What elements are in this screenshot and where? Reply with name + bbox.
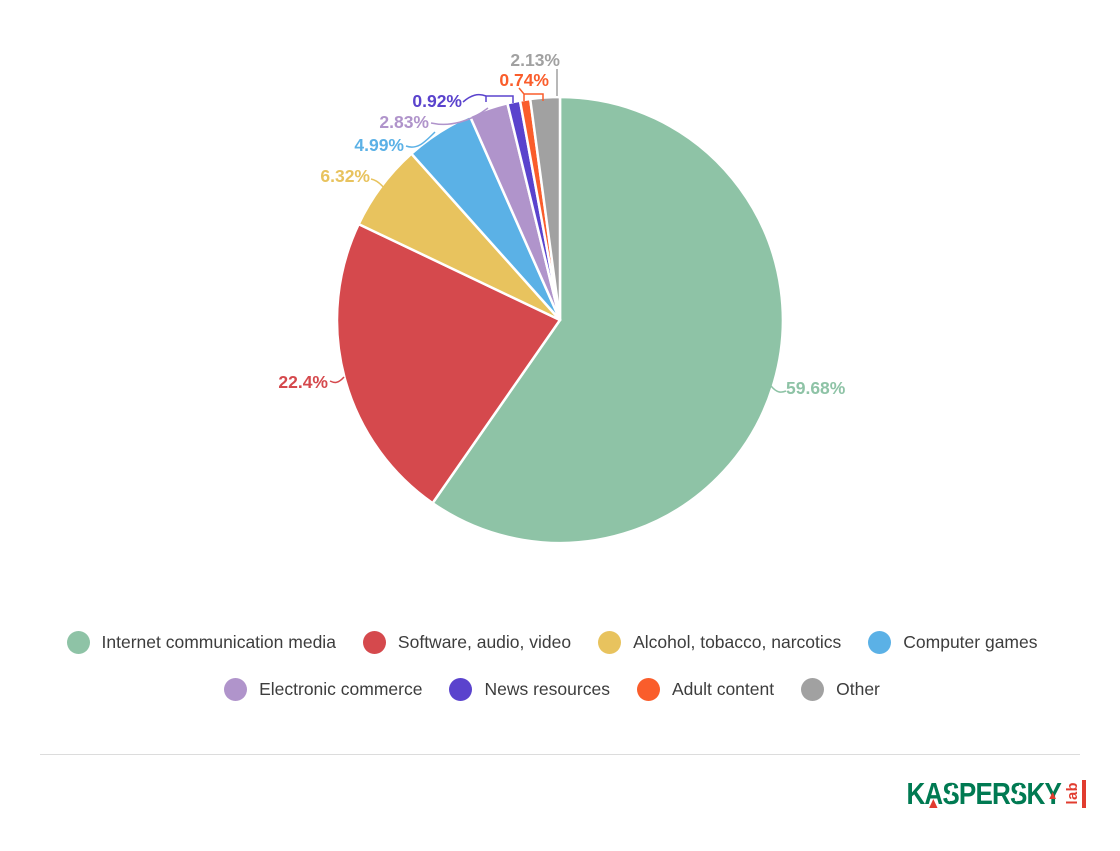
brand-letter: Y (1043, 776, 1061, 811)
legend-item-internet-communication-media[interactable]: Internet communication media (66, 630, 336, 654)
legend-item-other[interactable]: Other (801, 677, 880, 701)
pie-slice-other[interactable] (528, 95, 562, 322)
legend-label: News resources (484, 679, 610, 699)
legend-label: Software, audio, video (397, 632, 572, 652)
legend-label: Alcohol, tobacco, narcotics (633, 632, 842, 652)
pie-percent-label-computer-games: 4.99% (354, 135, 404, 155)
legend-label: Electronic commerce (259, 679, 423, 699)
footer-divider (40, 754, 1080, 755)
legend-item-adult-content[interactable]: Adult content (636, 677, 775, 701)
label-leader-line-electronic-commerce (430, 107, 489, 126)
lab-wordmark: lab (1064, 779, 1086, 809)
legend-item-alcohol-tobacco-narcotics[interactable]: Alcohol, tobacco, narcotics (598, 630, 841, 654)
pie-percent-label-other: 2.13% (510, 50, 560, 70)
legend-marker-icon (868, 630, 892, 654)
legend-marker-icon (66, 630, 90, 654)
legend-label: Internet communication media (101, 632, 336, 652)
legend-marker-icon (598, 630, 622, 654)
legend-label: Other (836, 679, 880, 699)
label-leader-line-computer-games (405, 131, 436, 148)
legend-row: Internet communication media Software, au… (66, 630, 1038, 654)
label-leader-line-software-audio-video (329, 376, 345, 384)
pie-percent-label-adult-content: 0.74% (499, 70, 549, 90)
label-leader-line-adult-content (518, 87, 544, 101)
label-leader-line-news-resources (462, 93, 514, 103)
legend-row: Electronic commerce News resources Adult c… (224, 677, 880, 701)
brand-letter: S (1009, 776, 1026, 811)
legend-item-news-resources[interactable]: News resources (449, 677, 610, 701)
lab-text: lab (1064, 782, 1081, 805)
brand-letter: K (905, 776, 925, 811)
brand-letter: E (974, 776, 992, 811)
legend-label: Adult content (671, 679, 775, 699)
pie-percent-label-software-audio-video: 22.4% (278, 372, 328, 392)
legend-marker-icon (801, 677, 825, 701)
lab-underline-bar (1082, 779, 1086, 808)
legend-marker-icon (362, 630, 386, 654)
legend-item-computer-games[interactable]: Computer games (868, 630, 1038, 654)
pie-percent-label-electronic-commerce: 2.83% (379, 112, 429, 132)
legend-marker-icon (224, 677, 248, 701)
pie-percent-label-alcohol-tobacco-narcotics: 6.32% (320, 166, 370, 186)
label-leader-line-alcohol-tobacco-narcotics (370, 178, 385, 189)
legend-label: Computer games (903, 632, 1038, 652)
pie-percent-label-news-resources: 0.92% (412, 91, 462, 111)
legend-item-electronic-commerce[interactable]: Electronic commerce (224, 677, 422, 701)
brand-letter: S (941, 776, 959, 811)
brand-letter: P (958, 776, 975, 811)
chart-legend: Internet communication media Software, au… (0, 630, 1104, 701)
label-leader-line-internet-communication-media (770, 385, 787, 393)
legend-marker-icon (636, 677, 660, 701)
brand-letter: R (991, 776, 1010, 811)
legend-marker-icon (449, 677, 473, 701)
legend-item-software-audio-video[interactable]: Software, audio, video (362, 630, 572, 654)
pie-percent-label-internet-communication-media: 59.68% (786, 378, 846, 398)
brand-letter: K (1025, 776, 1045, 811)
brand-letter: A (923, 776, 943, 811)
